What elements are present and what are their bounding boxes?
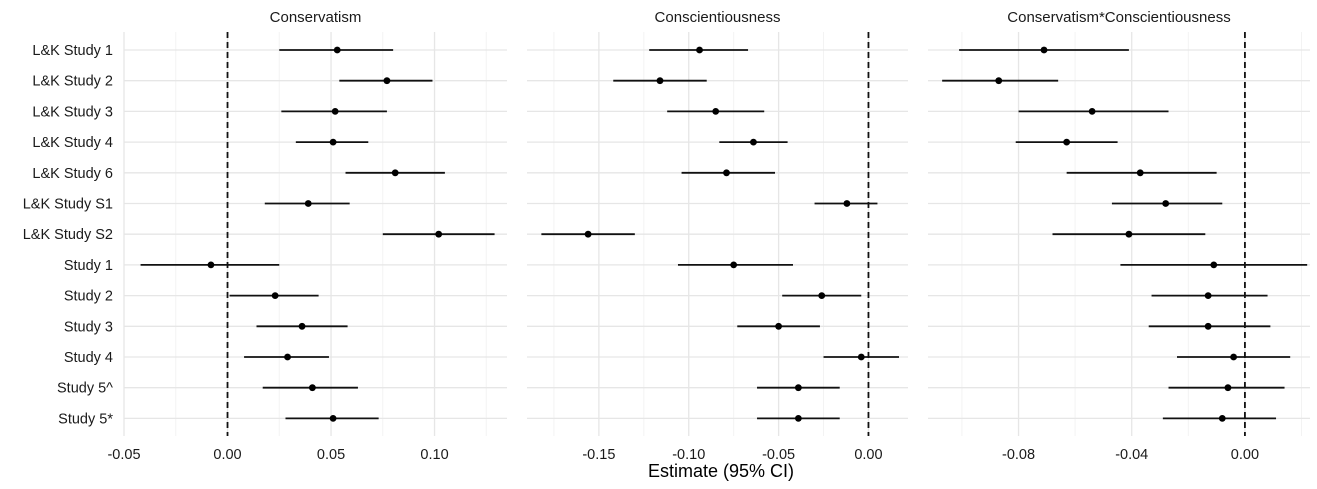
x-tick-label: -0.04 [1115,447,1148,463]
estimate-point [308,384,316,392]
study-label: L&K Study S1 [23,197,113,213]
study-label: L&K Study 3 [32,104,113,120]
x-tick-label: 0.00 [213,447,241,463]
estimate-point [298,322,306,330]
estimate-point [383,77,391,85]
facet-title: Conservatism*Conscientiousness [1007,9,1230,26]
estimate-point [329,415,337,422]
estimate-point [391,169,399,177]
estimate-point [1204,322,1212,330]
estimate-point [304,200,312,207]
x-tick-label: -0.08 [1002,447,1035,463]
x-axis-title: Estimate (95% CI) [648,461,794,481]
study-label: Study 5^ [57,381,113,397]
estimate-point [1040,46,1048,54]
estimate-point [1210,261,1218,269]
study-label: Study 1 [64,258,113,274]
panels-layer: Conservatism -0.05 0.00 0.05 0.10 Conscientio… [107,9,1310,463]
facet-panel: Conservatism -0.05 0.00 0.05 0.10 [107,9,507,463]
study-label: L&K Study 4 [32,135,113,151]
estimate-point [1136,169,1144,177]
estimate-point [1230,353,1237,361]
facet-title: Conservatism [270,9,362,26]
estimate-point [775,322,783,330]
study-label: Study 3 [64,319,113,335]
estimate-point [1204,292,1212,299]
estimate-point [696,46,703,54]
estimate-point [207,261,215,269]
estimate-point [284,353,291,361]
x-tick-label: -0.15 [582,447,615,463]
facet-panel: Conscientiousness -0.15 -0.10 -0.05 0.00 [527,9,908,463]
estimate-point [1088,108,1096,115]
estimate-point [656,77,664,85]
estimate-point [331,108,339,115]
estimate-point [1224,384,1232,392]
estimate-point [435,230,443,238]
facet-title: Conscientiousness [655,9,781,26]
estimate-point [843,200,851,207]
estimate-point [1218,415,1226,422]
x-tick-label: 0.05 [317,447,345,463]
estimate-point [857,353,865,361]
x-tick-label: -0.10 [672,447,705,463]
estimate-point [1063,138,1071,146]
estimate-point [1125,230,1133,238]
estimate-point [750,138,757,146]
estimate-point [712,108,720,115]
study-labels: L&K Study 1 L&K Study 2 L&K Study 3 L&K Stu… [23,43,114,427]
estimate-point [329,138,337,146]
x-tick-label: -0.05 [107,447,140,463]
estimate-point [794,415,802,422]
x-tick-label: 0.00 [854,447,882,463]
study-label: Study 5* [58,411,113,427]
study-label: L&K Study 1 [32,43,113,59]
study-label: L&K Study 2 [32,74,113,90]
estimate-point [1162,200,1170,207]
estimate-point [794,384,802,392]
x-tick-label: 0.00 [1231,447,1259,463]
estimate-point [723,169,730,177]
estimate-point [995,77,1003,85]
study-label: Study 4 [64,350,113,366]
estimate-point [818,292,826,299]
estimate-point [730,261,738,269]
x-tick-label: 0.10 [420,447,448,463]
estimate-point [333,46,341,54]
estimate-point [584,230,592,238]
study-label: L&K Study 6 [32,166,113,182]
study-label: Study 2 [64,289,113,305]
x-tick-label: -0.05 [762,447,795,463]
facet-panel: Conservatism*Conscientiousness -0.08 -0.04… [928,9,1310,463]
study-label: L&K Study S2 [23,227,113,243]
estimate-point [271,292,279,299]
